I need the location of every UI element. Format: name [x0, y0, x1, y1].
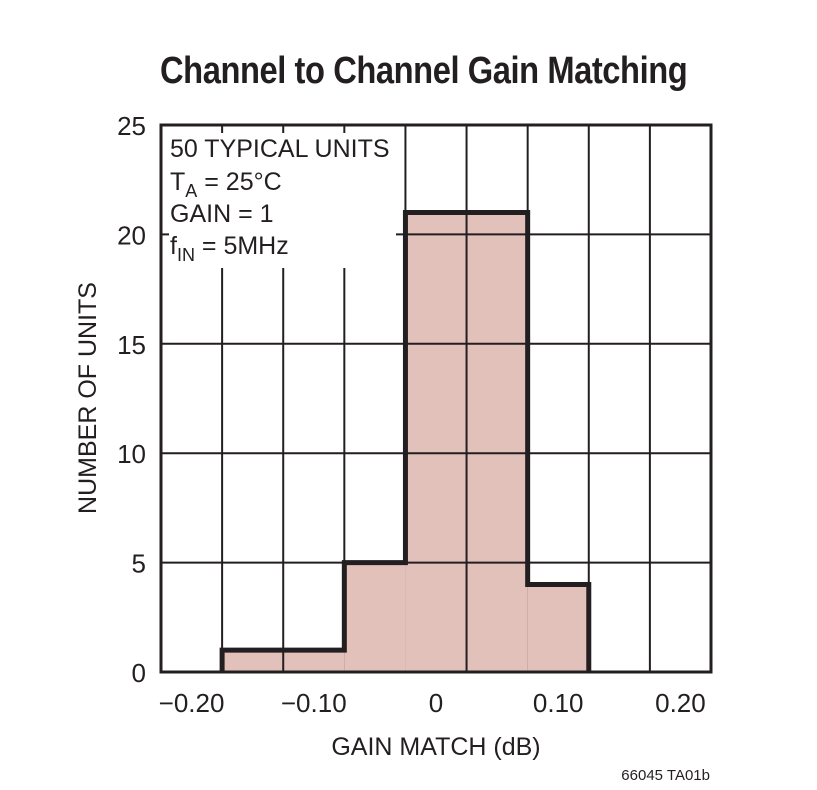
x-tick-label: −0.10	[281, 688, 347, 718]
annotation-units: 50 TYPICAL UNITS	[170, 135, 390, 163]
x-tick-label: 0.20	[655, 688, 706, 718]
annotation-frequency: fIN = 5MHz	[170, 232, 289, 265]
y-tick-label: 25	[117, 111, 146, 141]
y-tick-label: 10	[117, 439, 146, 469]
histogram-bar	[344, 562, 406, 672]
y-axis-ticks: 0 5 10 15 20 25	[117, 111, 146, 688]
annotation-block: 50 TYPICAL UNITS TA = 25°C GAIN = 1 fIN …	[170, 135, 390, 265]
chart-title: Channel to Channel Gain Matching	[160, 50, 688, 92]
y-tick-label: 20	[117, 220, 146, 250]
x-tick-label: −0.20	[159, 688, 225, 718]
annotation-temperature: TA = 25°C	[170, 168, 282, 201]
x-tick-label: 0	[429, 688, 443, 718]
y-tick-label: 5	[132, 549, 146, 579]
plot-border	[159, 123, 713, 674]
histogram-bars	[219, 210, 592, 672]
y-tick-label: 0	[132, 658, 146, 688]
x-axis-ticks: −0.20 −0.10 0 0.10 0.20	[159, 688, 706, 718]
histogram-bar	[527, 584, 589, 672]
x-axis-label: GAIN MATCH (dB)	[331, 733, 540, 761]
y-axis-label: NUMBER OF UNITS	[74, 282, 102, 514]
y-tick-label: 15	[117, 330, 146, 360]
figure-code: 66045 TA01b	[621, 767, 710, 784]
x-tick-label: 0.10	[533, 688, 584, 718]
annotation-gain: GAIN = 1	[170, 200, 274, 228]
histogram-outline	[219, 210, 592, 672]
